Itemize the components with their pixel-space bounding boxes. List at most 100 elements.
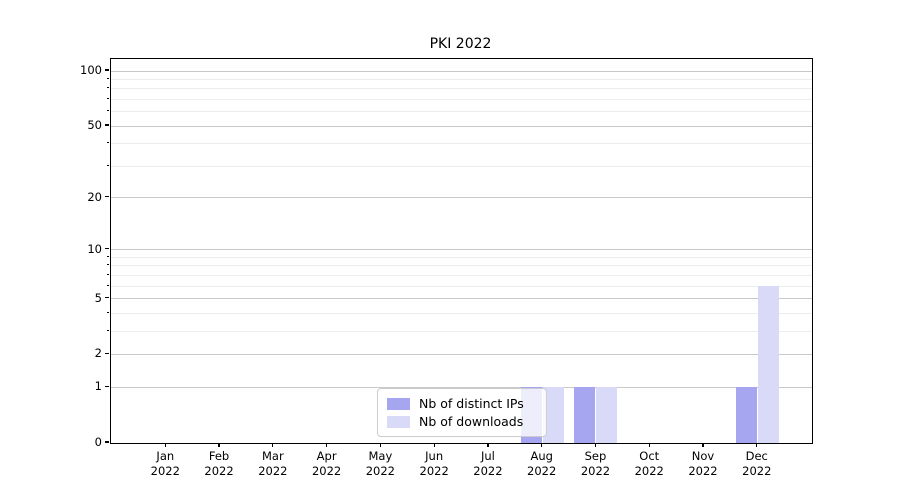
major-gridline — [111, 353, 812, 355]
y-tick-label: 0 — [94, 435, 102, 449]
bar-distinct-ips — [735, 387, 757, 443]
minor-gridline — [111, 111, 812, 113]
x-tick-label-line: 2022 — [527, 464, 557, 478]
major-gridline — [111, 70, 812, 72]
x-tick-mark — [756, 443, 758, 447]
x-tick-label-line: Nov — [691, 449, 715, 463]
legend: Nb of distinct IPs Nb of downloads — [377, 388, 547, 437]
x-tick-label-line: 2022 — [365, 464, 396, 478]
x-tick-label: Apr 2022 — [297, 449, 357, 479]
x-tick-label: Aug 2022 — [512, 449, 572, 479]
x-tick-label-line: Sep — [584, 449, 607, 463]
x-tick-label: Feb 2022 — [189, 449, 249, 479]
x-tick-mark — [487, 443, 489, 447]
major-gridline — [111, 298, 812, 300]
x-tick-label-line: Jan — [156, 449, 175, 463]
legend-swatch-distinct-ips — [387, 397, 410, 410]
y-minor-tick-mark — [106, 97, 109, 99]
x-tick-label: Jan 2022 — [135, 449, 195, 479]
minor-gridline — [111, 88, 812, 90]
legend-swatch-downloads — [387, 415, 410, 428]
x-tick-label-line: 2022 — [258, 464, 288, 478]
x-tick-label: Dec 2022 — [727, 449, 787, 479]
x-tick-label-line: 2022 — [204, 464, 234, 478]
y-minor-tick-mark — [106, 142, 109, 144]
y-tick-label: 20 — [87, 189, 102, 204]
y-tick-mark — [105, 124, 109, 126]
x-tick-label-line: 2022 — [634, 464, 664, 478]
x-tick-label: Oct 2022 — [619, 449, 679, 479]
x-tick-label-line: 2022 — [419, 464, 449, 478]
y-tick-mark — [105, 248, 109, 250]
minor-gridline — [111, 98, 812, 100]
x-tick-label: Jul 2022 — [458, 449, 518, 479]
x-tick-mark — [272, 443, 274, 447]
x-tick-label: Nov 2022 — [673, 449, 733, 479]
x-tick-label: Jun 2022 — [404, 449, 464, 479]
x-tick-mark — [164, 443, 166, 447]
minor-gridline — [111, 285, 812, 287]
legend-entry-distinct-ips: Nb of distinct IPs — [387, 396, 537, 411]
y-tick-label: 5 — [94, 290, 102, 305]
minor-gridline — [111, 274, 812, 276]
y-tick-label: 2 — [94, 346, 102, 361]
major-gridline — [111, 386, 812, 388]
bar-downloads — [757, 286, 779, 443]
major-gridline — [111, 125, 812, 127]
x-tick-label-line: Dec — [745, 449, 768, 463]
x-tick-mark — [541, 443, 543, 447]
minor-gridline — [111, 78, 812, 80]
bar-downloads — [596, 387, 618, 443]
x-tick-label: Mar 2022 — [243, 449, 303, 479]
x-tick-label-line: 2022 — [742, 464, 772, 478]
x-tick-mark — [648, 443, 650, 447]
y-tick-mark — [105, 352, 109, 355]
y-tick-label: 50 — [87, 118, 102, 133]
y-minor-tick-mark — [106, 110, 109, 112]
x-tick-label-line: 2022 — [580, 464, 611, 478]
minor-gridline — [111, 165, 812, 167]
x-tick-mark — [702, 443, 704, 447]
major-gridline — [111, 197, 812, 199]
x-tick-label-line: Feb — [208, 449, 230, 463]
y-minor-tick-mark — [106, 255, 109, 257]
x-tick-label-line: 2022 — [150, 464, 180, 478]
y-minor-tick-mark — [106, 77, 109, 79]
x-tick-label-line: Jun — [425, 449, 444, 463]
x-tick-label-line: May — [368, 449, 393, 463]
x-tick-label: Sep 2022 — [565, 449, 625, 479]
y-minor-tick-mark — [106, 87, 109, 89]
x-tick-label-line: 2022 — [688, 464, 718, 478]
legend-entry-downloads: Nb of downloads — [387, 414, 537, 429]
legend-label-distinct-ips: Nb of distinct IPs — [419, 396, 524, 411]
y-tick-mark — [105, 69, 109, 71]
minor-gridline — [111, 312, 812, 314]
y-tick-label: 1 — [94, 379, 102, 394]
y-minor-tick-mark — [106, 329, 109, 331]
y-minor-tick-mark — [106, 273, 109, 275]
y-tick-label: 10 — [87, 241, 102, 256]
x-tick-label-line: 2022 — [311, 464, 342, 478]
plot-area — [110, 58, 813, 444]
x-tick-label: May 2022 — [350, 449, 410, 479]
minor-gridline — [111, 330, 812, 332]
minor-gridline — [111, 143, 812, 145]
x-tick-label-line: Apr — [316, 449, 337, 463]
minor-gridline — [111, 265, 812, 267]
minor-gridline — [111, 256, 812, 258]
x-tick-mark — [326, 443, 328, 447]
y-tick-mark — [105, 296, 109, 299]
x-tick-label-line: 2022 — [473, 464, 503, 478]
y-tick-label: 100 — [80, 63, 102, 78]
x-tick-label-line: Aug — [530, 449, 553, 463]
bar-downloads — [542, 387, 564, 443]
y-tick-mark — [105, 385, 109, 387]
legend-label-downloads: Nb of downloads — [419, 414, 524, 429]
y-minor-tick-mark — [106, 264, 109, 266]
chart-title: PKI 2022 — [429, 36, 492, 52]
x-tick-mark — [433, 443, 435, 447]
x-tick-label-line: Jul — [480, 449, 495, 463]
y-minor-tick-mark — [106, 284, 109, 286]
x-tick-label-line: Mar — [261, 449, 284, 463]
